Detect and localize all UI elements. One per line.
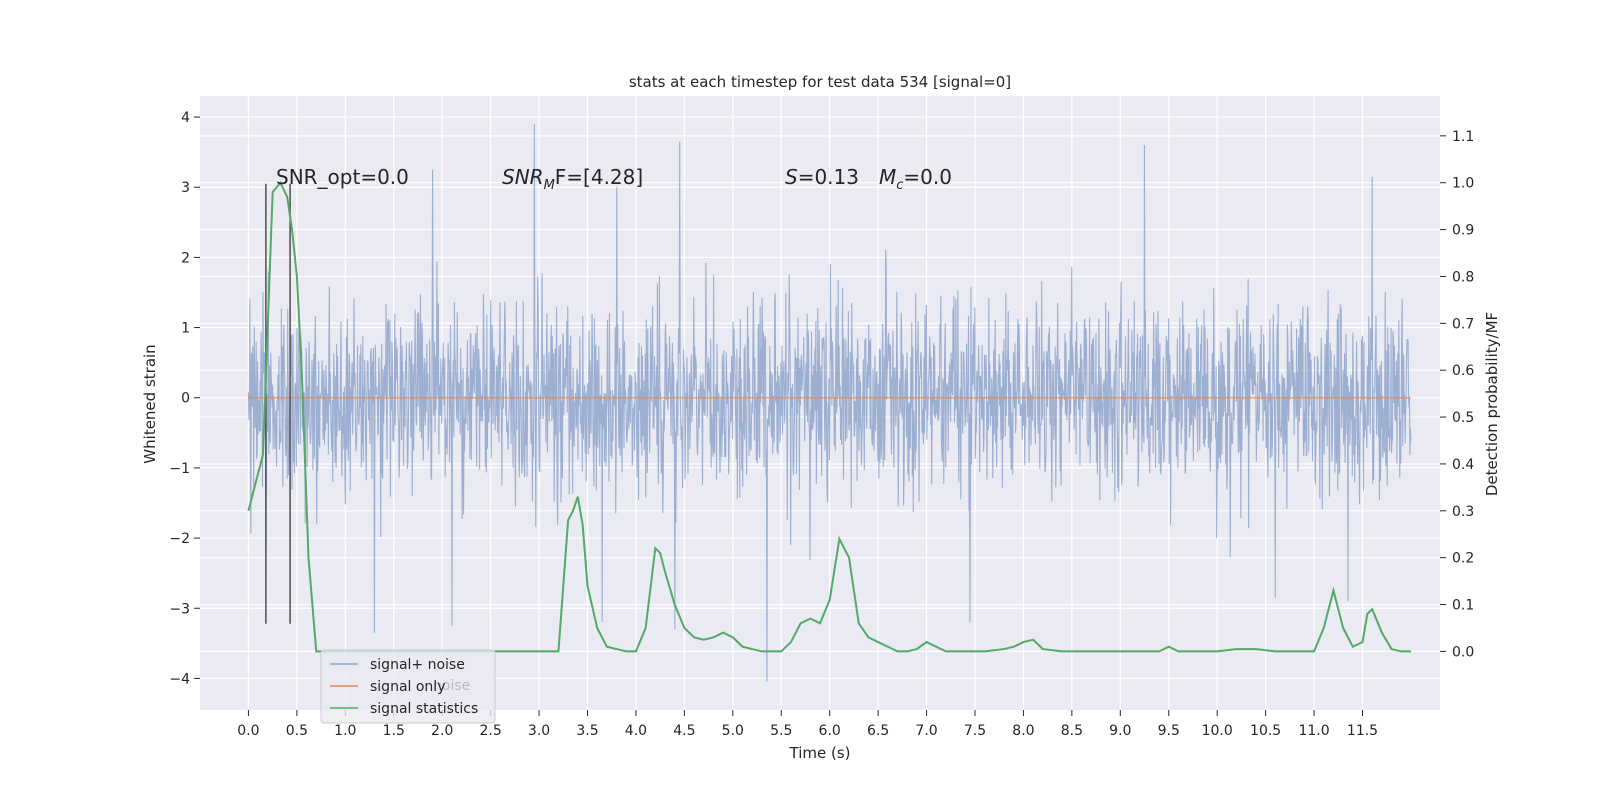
y2-tick-label-6: 0.6 — [1452, 363, 1474, 379]
x-tick-label-17: 8.5 — [1061, 723, 1083, 739]
y-tick-label-2: −2 — [169, 531, 190, 547]
y2-tick-label-0: 0.0 — [1452, 644, 1474, 660]
x-tick-label-0: 0.0 — [237, 723, 259, 739]
x-tick-label-15: 7.5 — [964, 723, 986, 739]
y-tick-label-6: 2 — [181, 250, 190, 266]
y-tick-label-4: 0 — [181, 391, 190, 407]
y2-tick-label-8: 0.8 — [1452, 269, 1474, 285]
annotation-s-main: S — [785, 165, 798, 189]
x-tick-label-16: 8.0 — [1012, 723, 1034, 739]
x-axis: 0.0 0.5 1.0 1.5 2.0 2.5 3.0 3.5 4.0 4.5 5.0 5.5 6.0 6… — [237, 710, 1378, 739]
y2-tick-label-1: 0.1 — [1452, 598, 1474, 614]
x-tick-label-1: 0.5 — [286, 723, 308, 739]
y2-axis-label: Detection probability/MF — [1483, 312, 1501, 496]
x-tick-label-7: 3.5 — [576, 723, 598, 739]
legend-hidden-text: noise — [433, 678, 470, 694]
x-tick-label-8: 4.0 — [625, 723, 647, 739]
x-tick-label-2: 1.0 — [334, 723, 356, 739]
legend-label-signal-statistics: signal statistics — [370, 701, 478, 717]
signal-plus-noise-series — [247, 124, 1412, 682]
y-axis-label: Whitened strain — [141, 344, 159, 463]
y2-tick-label-5: 0.5 — [1452, 410, 1474, 426]
annotation-snr-mf-main: SNR — [502, 165, 544, 189]
x-tick-label-23: 11.5 — [1347, 723, 1378, 739]
legend-box — [320, 649, 496, 724]
x-tick-label-11: 5.5 — [770, 723, 792, 739]
y2-tick-label-10: 1.0 — [1452, 176, 1474, 192]
x-tick-label-14: 7.0 — [915, 723, 937, 739]
x-tick-label-22: 11.0 — [1298, 723, 1329, 739]
series-line-signal-noise — [247, 124, 1412, 682]
x-tick-label-13: 6.5 — [867, 723, 889, 739]
y-tick-label-0: −4 — [169, 671, 190, 687]
y2-tick-label-7: 0.7 — [1452, 316, 1474, 332]
signal-statistics-series — [247, 180, 1411, 653]
x-tick-label-5: 2.5 — [479, 723, 501, 739]
annotation-snr-mf: SNRMF=[4.28] — [502, 165, 643, 193]
chart-title: stats at each timestep for test data 534… — [629, 73, 1011, 91]
x-tick-label-3: 1.5 — [383, 723, 405, 739]
y2-tick-label-11: 1.1 — [1452, 129, 1474, 145]
x-tick-label-6: 3.0 — [528, 723, 550, 739]
annotation-mc-main: M — [879, 165, 896, 189]
vertical-markers — [265, 183, 291, 624]
y-tick-label-1: −3 — [169, 601, 190, 617]
x-axis-label: Time (s) — [789, 744, 851, 762]
legend-label-signal-only: signal only — [370, 679, 445, 695]
y2-tick-label-3: 0.3 — [1452, 504, 1474, 520]
y-tick-label-8: 4 — [181, 110, 190, 126]
x-tick-label-20: 10.0 — [1202, 723, 1233, 739]
y2-tick-label-4: 0.4 — [1452, 457, 1474, 473]
annotation-mc-sub: c — [896, 178, 903, 193]
legend: noise signal+ noise signal only signal s… — [320, 649, 496, 724]
y2-tick-label-9: 0.9 — [1452, 223, 1474, 239]
left-y-axis: −4 −3 −2 −1 0 1 2 3 4 — [169, 110, 200, 687]
x-tick-label-18: 9.0 — [1109, 723, 1131, 739]
x-tick-label-9: 4.5 — [673, 723, 695, 739]
annotation-snr-mf-rest: F=[4.28] — [555, 165, 643, 189]
right-y-axis: 0.0 0.1 0.2 0.3 0.4 0.5 0.6 0.7 0.8 0.9 1.0 1.1 — [1440, 129, 1474, 660]
y-tick-label-3: −1 — [169, 461, 190, 477]
x-tick-label-10: 5.0 — [722, 723, 744, 739]
annotation-mc: Mc=0.0 — [879, 165, 952, 193]
annotation-snr-mf-sub: M — [544, 178, 555, 193]
x-tick-label-4: 2.0 — [431, 723, 453, 739]
annotation-mc-rest: =0.0 — [903, 165, 952, 189]
x-tick-label-19: 9.5 — [1158, 723, 1180, 739]
y2-tick-label-2: 0.2 — [1452, 551, 1474, 567]
y-tick-label-7: 3 — [181, 180, 190, 196]
annotation-snr-opt: SNR_opt=0.0 — [276, 165, 409, 189]
x-tick-label-21: 10.5 — [1250, 723, 1281, 739]
annotation-s: S=0.13 — [785, 165, 859, 189]
legend-label-signal-noise: signal+ noise — [370, 657, 465, 673]
x-tick-label-12: 6.0 — [819, 723, 841, 739]
y-tick-label-5: 1 — [181, 321, 190, 337]
annotation-s-rest: =0.13 — [798, 165, 859, 189]
series-line-signal-statistics — [247, 180, 1411, 653]
